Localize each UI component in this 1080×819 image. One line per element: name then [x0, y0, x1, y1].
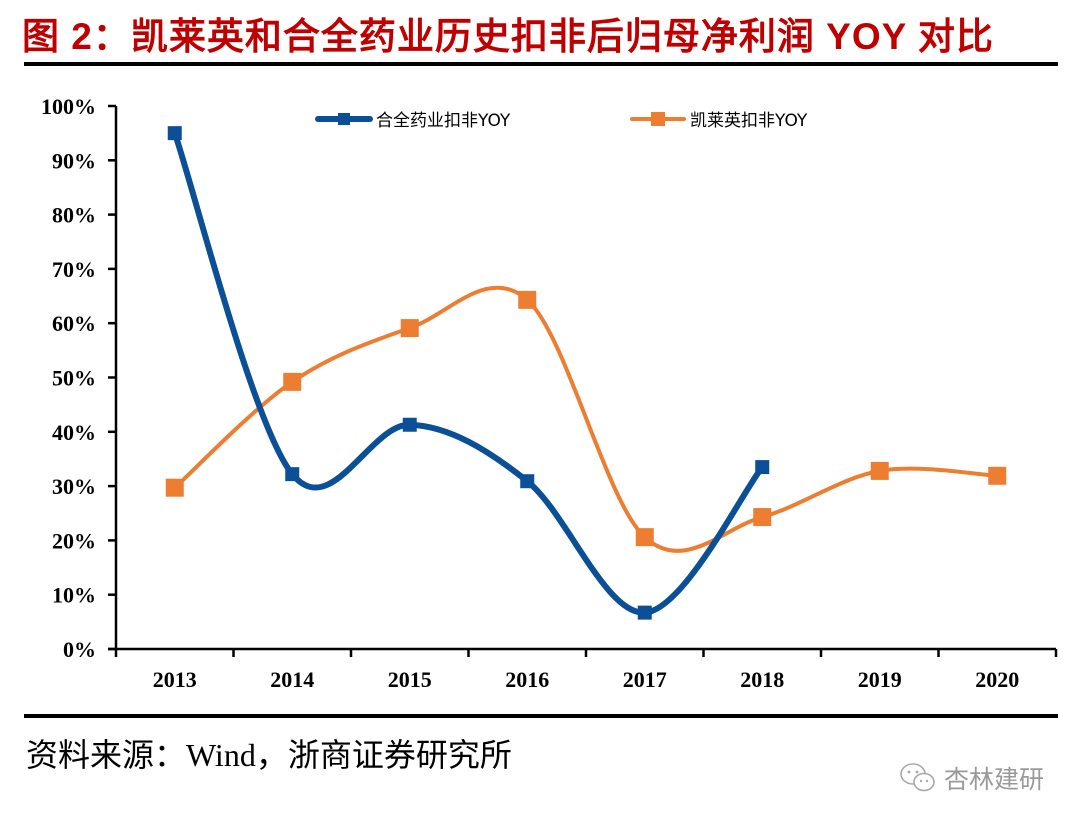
- x-tick-label: 2017: [623, 667, 667, 692]
- data-point-marker: [635, 528, 654, 547]
- y-tick-label: 40%: [52, 420, 96, 445]
- bottom-rule: [24, 714, 1058, 718]
- series-line: [172, 285, 1000, 553]
- x-tick-label: 2019: [858, 667, 902, 692]
- data-point-marker: [400, 319, 419, 338]
- y-axis: 0% 10% 20% 30% 40% 50% 60% 70% 80% 90% 100%: [41, 94, 118, 662]
- y-tick-label: 10%: [52, 583, 96, 608]
- legend: 合全药业扣非YOY 凯莱英扣非YOY: [315, 111, 808, 131]
- series-0: [167, 126, 770, 620]
- watermark-text: 杏林建研: [944, 766, 1045, 794]
- y-tick-label: 50%: [52, 366, 96, 391]
- data-point-marker: [753, 508, 772, 527]
- x-tick-label: 2014: [270, 667, 314, 692]
- data-point-marker: [520, 474, 535, 489]
- series-line: [171, 130, 766, 616]
- legend-item-1: 凯莱英扣非YOY: [630, 111, 808, 131]
- data-point-marker: [637, 605, 652, 620]
- data-point-marker: [283, 372, 302, 391]
- legend-marker: [338, 113, 350, 125]
- y-tick-label: 30%: [52, 474, 96, 499]
- y-tick-label: 80%: [52, 203, 96, 228]
- data-point-marker: [518, 290, 537, 309]
- legend-item-0: 合全药业扣非YOY: [315, 111, 511, 131]
- data-point-marker: [402, 417, 417, 432]
- y-tick-label: 100%: [41, 94, 96, 119]
- data-point-marker: [755, 460, 770, 475]
- series-1: [165, 285, 1007, 553]
- legend-marker: [651, 112, 665, 126]
- data-point-marker: [870, 461, 889, 480]
- figure-title: 图 2：凯莱英和合全药业历史扣非后归母净利润 YOY 对比: [22, 16, 994, 57]
- watermark: 杏林建研: [898, 760, 1044, 796]
- x-tick-label: 2016: [505, 667, 549, 692]
- series-layer: [165, 126, 1007, 620]
- y-tick-label: 70%: [52, 257, 96, 282]
- y-tick-label: 90%: [52, 148, 96, 173]
- y-tick-label: 0%: [63, 637, 96, 662]
- x-axis: 2013 2014 2015 2016 2017 2018 2019 2020: [108, 647, 1058, 692]
- source-note: 资料来源：Wind，浙商证券研究所: [26, 737, 512, 773]
- wechat-icon: [900, 763, 935, 792]
- x-tick-label: 2020: [975, 667, 1019, 692]
- y-tick-label: 20%: [52, 528, 96, 553]
- legend-label: 凯莱英扣非YOY: [690, 111, 808, 131]
- top-rule: [24, 62, 1058, 66]
- line-chart: 0%10%20%30%40%50%60%70%80%90%100% 2013 20…: [41, 94, 1058, 692]
- legend-label: 合全药业扣非YOY: [376, 111, 511, 131]
- y-tick-label: 60%: [52, 311, 96, 336]
- data-point-marker: [285, 467, 300, 482]
- x-tick-label: 2018: [740, 667, 784, 692]
- data-point-marker: [167, 126, 182, 141]
- x-tick-label: 2013: [153, 667, 197, 692]
- data-point-marker: [165, 478, 184, 497]
- x-tick-label: 2015: [388, 667, 432, 692]
- data-point-marker: [988, 466, 1007, 485]
